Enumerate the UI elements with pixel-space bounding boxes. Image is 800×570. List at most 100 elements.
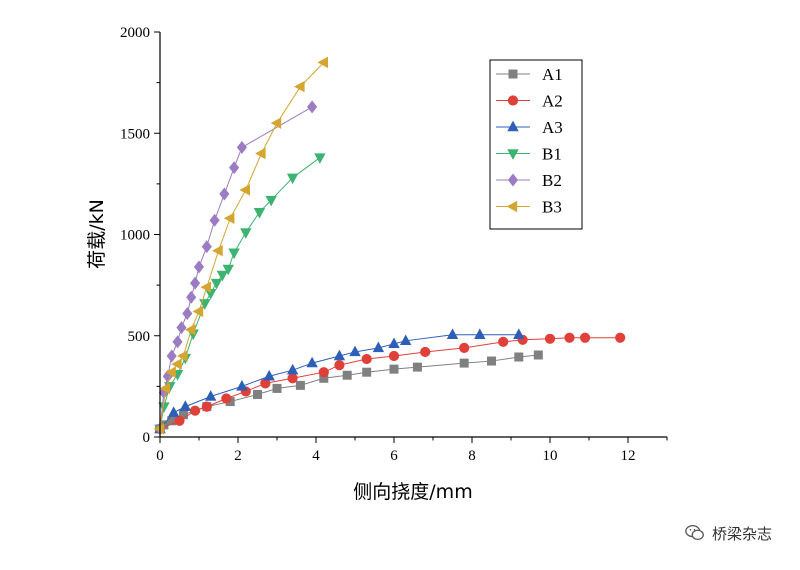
data-point-a1 [533,350,543,360]
series-line-b3 [159,62,325,429]
series-b3 [153,56,329,435]
x-tick-label: 12 [621,448,636,464]
data-point-b2 [219,187,230,201]
data-point-a3 [236,380,248,391]
data-point-b1 [314,153,326,164]
data-point-a1 [295,380,305,390]
data-point-a3 [372,341,385,353]
data-point-a1 [514,352,524,362]
data-point-a3 [474,328,486,339]
data-point-a3 [263,369,275,381]
data-point-a3 [333,349,346,361]
data-point-b3 [270,117,282,129]
data-point-b3 [165,366,176,378]
plot-marks [153,56,626,436]
legend-label-a2: A2 [542,92,563,111]
legend-label-a1: A1 [542,65,563,84]
data-point-a2 [579,332,591,343]
data-point-a1 [412,362,422,372]
data-point-a2 [459,342,470,354]
x-tick-label: 2 [234,448,242,464]
data-point-a3 [399,334,412,346]
series-b1 [154,153,326,436]
data-point-a2 [544,333,556,344]
data-point-b2 [190,276,201,290]
axes: 0 2 4 6 8 10 12 0 500 1000 1500 2000 [120,25,668,464]
watermark-text: 桥梁杂志 [711,524,772,543]
data-point-a2 [420,346,431,358]
legend-marker-b3 [506,200,518,213]
data-point-b1 [253,208,266,219]
data-point-b3 [317,56,329,69]
data-point-b3 [184,323,196,336]
data-point-a2 [498,336,509,347]
data-point-a3 [179,400,192,411]
data-point-b1 [228,248,240,260]
data-point-a1 [272,383,282,393]
data-point-b2 [209,213,220,227]
data-point-a3 [513,328,525,339]
data-point-b2 [236,140,247,154]
legend-label-a3: A3 [542,118,563,137]
data-point-a3 [349,345,361,357]
legend-marker-b1 [507,149,519,160]
y-tick-label: 0 [143,430,151,446]
data-point-b3 [153,423,165,435]
legend-box [489,59,583,230]
x-tick-label: 4 [312,448,320,464]
data-point-b1 [265,195,277,207]
data-point-a2 [174,415,185,426]
data-point-b1 [222,264,234,276]
data-point-b2 [307,100,318,114]
x-tick-label: 0 [156,448,164,464]
legend-label-b3: B3 [542,198,562,217]
legend-marker-a3 [507,120,519,132]
data-point-a2 [615,332,626,343]
data-point-a2 [361,353,372,365]
data-point-b3 [177,350,188,362]
data-point-b1 [210,278,223,290]
data-point-b3 [212,244,223,257]
data-point-b1 [286,173,299,185]
data-point-b3 [223,212,235,225]
data-point-a2 [388,350,400,362]
x-axis-title: 侧向挠度/mm [353,481,472,503]
y-tick-label: 500 [128,329,151,345]
data-point-a3 [204,390,217,401]
data-point-b3 [239,184,250,196]
data-point-a3 [286,363,299,375]
legend-label-b1: B1 [542,145,562,164]
data-point-b2 [201,240,212,254]
data-point-a1 [459,358,469,368]
data-point-a3 [446,328,459,339]
data-point-a2 [334,360,345,371]
y-axis-title: 荷载/kN [86,199,108,269]
x-tick-label: 10 [543,448,558,464]
y-tick-label: 1000 [120,228,150,244]
data-point-a3 [388,337,400,349]
data-point-b2 [172,335,183,349]
series-a1 [155,350,543,434]
data-point-b3 [159,382,171,395]
y-tick-label: 2000 [120,25,150,41]
series-b2 [154,100,318,436]
series-line-a2 [159,337,621,430]
data-point-a1 [253,389,263,399]
data-point-b3 [255,147,266,160]
data-point-b1 [240,228,252,239]
series-line-a3 [159,334,519,430]
series-line-b2 [159,106,313,429]
data-point-a2 [201,401,212,412]
legend-marker-a1 [508,69,518,79]
data-point-b2 [229,161,240,175]
data-point-a2 [287,373,298,384]
data-point-a2 [190,405,201,416]
data-point-a1 [389,364,399,374]
data-point-a1 [362,367,372,377]
data-point-b3 [294,80,305,93]
data-point-b2 [176,321,187,335]
data-point-b2 [182,307,193,320]
data-point-b3 [200,281,211,293]
data-point-a2 [564,332,575,343]
